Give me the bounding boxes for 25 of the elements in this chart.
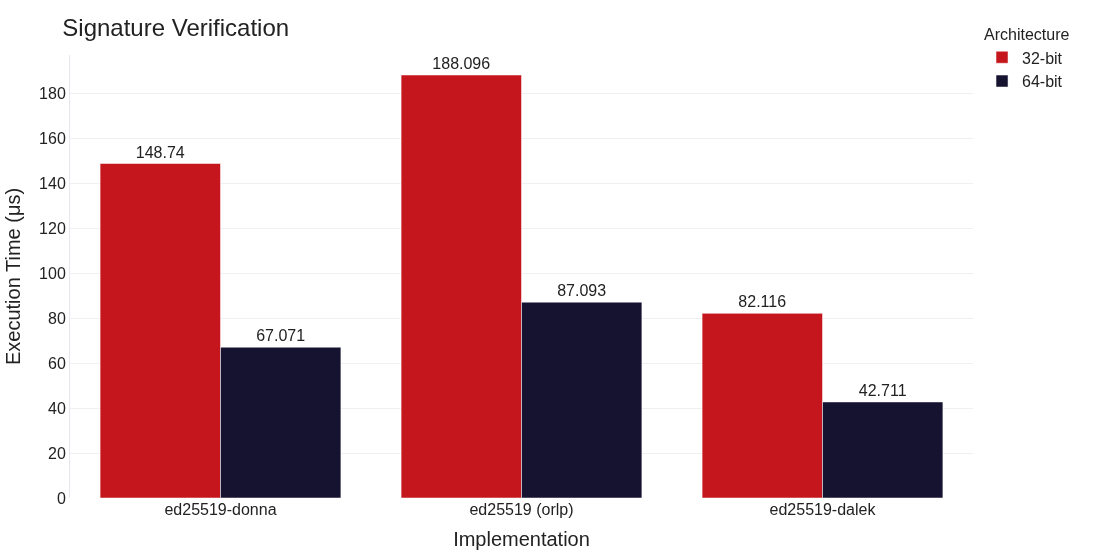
- y-tick-label: 80: [48, 309, 66, 327]
- x-axis-title: Implementation: [453, 528, 590, 550]
- y-tick-label: 100: [39, 264, 66, 282]
- x-tick-label: ed25519 (orlp): [469, 501, 574, 518]
- legend-label: 64-bit: [1022, 73, 1063, 91]
- y-tick-label: 0: [56, 489, 66, 507]
- y-tick-label: 20: [48, 444, 66, 462]
- legend-title: Architecture: [984, 26, 1070, 44]
- data-label: 42.711: [858, 381, 907, 399]
- y-tick-label: 40: [48, 399, 66, 417]
- y-tick-label: 160: [39, 129, 66, 147]
- x-tick-label: ed25519-donna: [164, 501, 277, 518]
- chart-title: Signature Verification: [62, 14, 290, 42]
- data-label: 188.096: [432, 55, 491, 73]
- y-tick-label: 60: [48, 354, 66, 372]
- x-tick-label: ed25519-dalek: [769, 501, 877, 518]
- data-label: 87.093: [557, 282, 607, 300]
- data-label: 82.116: [738, 293, 787, 311]
- y-tick-label: 140: [39, 174, 66, 192]
- y-tick-label: 120: [39, 219, 66, 237]
- data-label: 67.071: [256, 327, 306, 345]
- y-tick-label: 180: [39, 84, 66, 102]
- data-label: 148.74: [135, 143, 185, 161]
- legend-label: 32-bit: [1022, 49, 1063, 67]
- y-axis-title: Execution Time (μs): [2, 187, 24, 366]
